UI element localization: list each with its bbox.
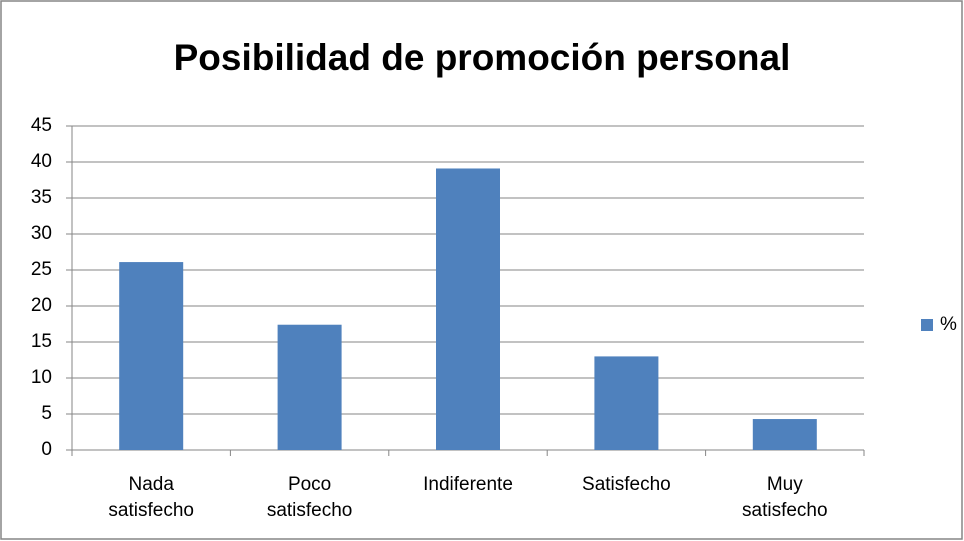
y-tick-label: 15	[31, 331, 52, 352]
x-tick-label: Nada satisfecho	[108, 474, 194, 521]
x-tick-label: Poco satisfecho	[266, 474, 353, 521]
legend-swatch	[921, 319, 933, 331]
x-tick-label: Muy satisfecho	[742, 474, 828, 521]
x-tick-label: Satisfecho	[582, 474, 671, 495]
y-tick-label: 10	[31, 367, 52, 388]
x-tick-label: Indiferente	[423, 474, 513, 495]
y-tick-label: 35	[31, 187, 52, 208]
y-tick-label: 40	[31, 151, 52, 172]
y-tick-label: 5	[41, 403, 52, 424]
bar	[277, 324, 342, 450]
y-tick-label: 20	[31, 295, 52, 316]
bar	[594, 356, 659, 450]
y-tick-label: 0	[41, 439, 52, 460]
legend-label: %	[940, 314, 957, 335]
y-tick-label: 25	[31, 259, 52, 280]
y-tick-label: 45	[31, 115, 52, 136]
bar	[752, 419, 817, 450]
bar	[436, 168, 500, 451]
y-tick-label: 30	[31, 223, 52, 244]
bar	[119, 262, 184, 450]
chart-title: Posibilidad de promoción personal	[174, 37, 791, 78]
